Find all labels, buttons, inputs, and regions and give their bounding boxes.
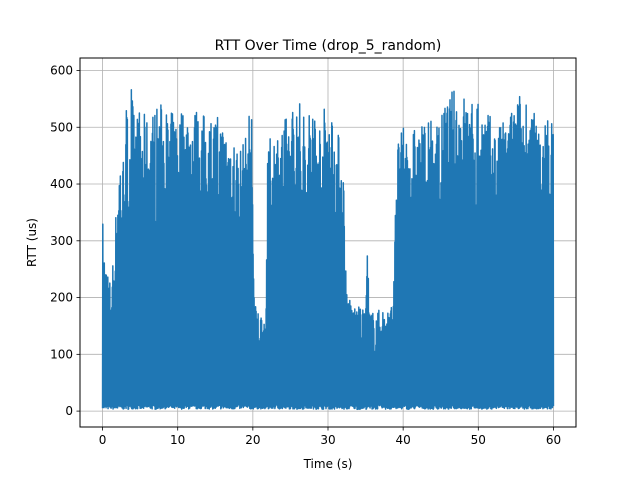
y-tick-label: 200 xyxy=(50,291,73,305)
y-tick-label: 400 xyxy=(50,177,73,191)
y-tick-label: 300 xyxy=(50,234,73,248)
x-tick-label: 10 xyxy=(170,433,185,447)
y-axis-ticks: 0 100 200 300 400 500 600 xyxy=(50,63,80,418)
x-axis-label: Time (s) xyxy=(303,457,353,471)
x-axis-ticks: 0 10 20 30 40 50 60 xyxy=(99,427,561,447)
y-axis-label: RTT (us) xyxy=(25,218,39,267)
series-line-rtt xyxy=(101,88,555,411)
y-tick-label: 0 xyxy=(65,404,73,418)
x-tick-label: 0 xyxy=(99,433,107,447)
x-tick-label: 30 xyxy=(320,433,335,447)
x-tick-label: 20 xyxy=(245,433,260,447)
x-tick-label: 60 xyxy=(546,433,561,447)
x-tick-label: 50 xyxy=(471,433,486,447)
plot-area xyxy=(101,88,555,411)
chart-title: RTT Over Time (drop_5_random) xyxy=(215,38,442,54)
x-tick-label: 40 xyxy=(396,433,411,447)
y-tick-label: 600 xyxy=(50,63,73,77)
y-tick-label: 500 xyxy=(50,120,73,134)
y-tick-label: 100 xyxy=(50,347,73,361)
